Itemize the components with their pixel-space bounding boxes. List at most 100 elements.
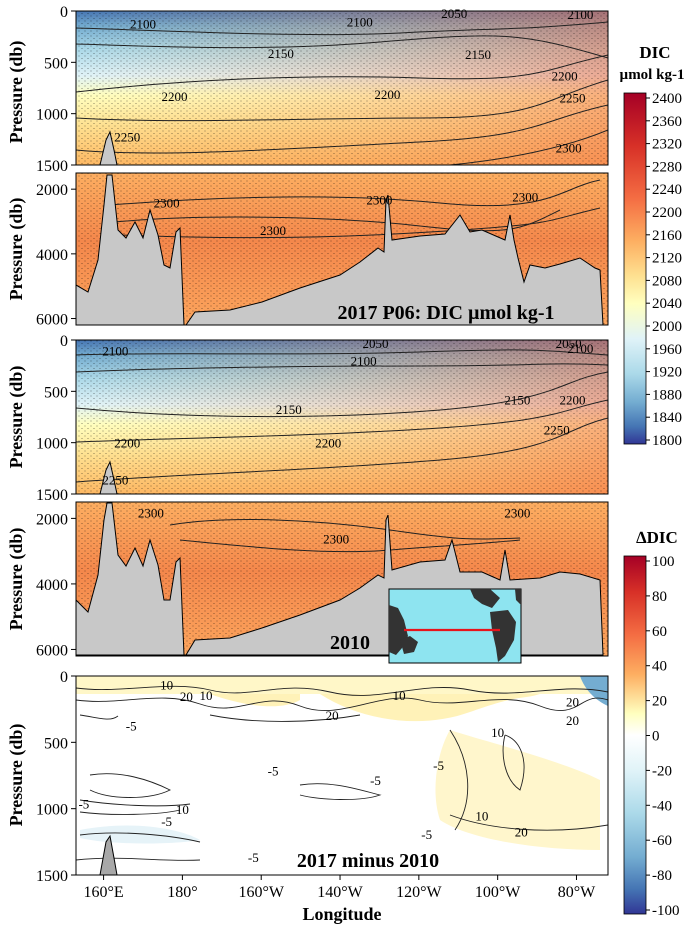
y-axis-tick-label: 500 xyxy=(44,55,68,72)
contour-label: 2150 xyxy=(465,47,491,62)
y-axis-tick-label: 4000 xyxy=(36,247,68,264)
panel-2010-upper-frame xyxy=(75,339,609,495)
contour-label: 2200 xyxy=(162,89,188,104)
y-axis-tick-label: 1500 xyxy=(36,868,68,885)
colorbar-tick-label: 0 xyxy=(652,729,660,745)
contour-label: 2150 xyxy=(276,402,302,417)
colorbar-dic xyxy=(623,92,647,445)
axes: 0 500 1000 1500 2000 4000 6000 0 500 1000 1500 2000… xyxy=(36,4,596,901)
contour-label: 2200 xyxy=(315,436,341,451)
contour-label: 2100 xyxy=(130,16,156,31)
colorbar-delta-title: ∆DIC xyxy=(636,528,678,547)
contour-label: 2050 xyxy=(441,6,467,21)
panel-2017-upper-frame xyxy=(75,10,609,166)
colorbar-tick-label: 2360 xyxy=(652,114,682,130)
contour-label: 2150 xyxy=(504,393,530,408)
contour-label: 2300 xyxy=(138,505,164,520)
colorbar-tick-label: 2120 xyxy=(652,251,682,267)
contour-label: 2250 xyxy=(114,129,140,144)
y-axis-tick-label: 1000 xyxy=(36,107,68,124)
panel-difference-title: 2017 minus 2010 xyxy=(297,850,439,872)
contour-label: -5 xyxy=(421,827,432,842)
contour-label: 20 xyxy=(515,825,528,840)
colorbar-tick-label: 2280 xyxy=(652,159,682,175)
contour-label: 2100 xyxy=(351,354,377,369)
panel-2010-upper xyxy=(76,340,608,494)
colorbar-tick-label: 60 xyxy=(652,624,667,640)
ylabel-panel-2010: Pressure (db) xyxy=(6,366,27,469)
colorbar-tick-label: -100 xyxy=(652,903,680,919)
contour-label: -5 xyxy=(78,797,89,812)
ylabel-panel-2010-lower: Pressure (db) xyxy=(6,528,27,631)
contour-label: 2200 xyxy=(114,436,140,451)
y-axis-tick-label: 500 xyxy=(44,384,68,401)
x-axis-tick-label: 140°W xyxy=(317,884,363,901)
contour-label: 2300 xyxy=(366,192,392,207)
colorbar-tick-label: 1800 xyxy=(652,433,682,449)
contour-label: 2050 xyxy=(362,336,388,351)
y-axis-tick-label: 4000 xyxy=(36,577,68,594)
contour-label: 10 xyxy=(393,688,406,703)
contour-label: 20 xyxy=(180,689,193,704)
colorbar-delta xyxy=(623,555,647,915)
contour-label: 2100 xyxy=(102,343,128,358)
x-axis-tick-label: 160°W xyxy=(238,884,284,901)
colorbar-tick-label: 80 xyxy=(652,589,667,605)
contour-label: 2050 xyxy=(556,336,582,351)
colorbar-tick-label: 1880 xyxy=(652,387,682,403)
y-axis-tick-label: 0 xyxy=(60,669,68,686)
colorbar-tick-label: 1960 xyxy=(652,342,682,358)
contour-label: 10 xyxy=(160,677,173,692)
x-axis-tick-label: 120°W xyxy=(396,884,442,901)
y-axis-tick-label: 2000 xyxy=(36,182,68,199)
contour-label: 2300 xyxy=(154,196,180,211)
colorbar-tick-label: 40 xyxy=(652,659,667,675)
contour-label: 10 xyxy=(491,725,504,740)
colorbar-tick-label: 2320 xyxy=(652,137,682,153)
contour-label: 20 xyxy=(326,708,339,723)
y-axis-tick-label: 2000 xyxy=(36,511,68,528)
colorbar-tick-label: 2160 xyxy=(652,228,682,244)
contour-label: -5 xyxy=(268,764,279,779)
ylabel-panel-difference: Pressure (db) xyxy=(6,724,27,827)
colorbar-tick-label: -20 xyxy=(652,763,672,779)
inset-map xyxy=(388,588,522,664)
panel-2010-title: 2010 xyxy=(330,632,370,654)
contour-label: 2100 xyxy=(347,14,373,29)
colorbar-tick-label: 1920 xyxy=(652,365,682,381)
contour-label: 2200 xyxy=(374,87,400,102)
colorbar-tick-label: 2200 xyxy=(652,205,682,221)
contour-label: 10 xyxy=(475,809,488,824)
panel-2010-lower-frame xyxy=(75,501,609,657)
contour-label: 10 xyxy=(176,802,189,817)
y-axis-tick-label: 1000 xyxy=(36,436,68,453)
panel-difference xyxy=(76,676,608,875)
contour-label: 2150 xyxy=(268,46,294,61)
contour-label: 20 xyxy=(566,695,579,710)
contour-label: -5 xyxy=(161,814,172,829)
contour-label: 2300 xyxy=(323,532,349,547)
panel-2017-upper xyxy=(76,11,608,165)
y-axis-tick-label: 0 xyxy=(60,4,68,21)
colorbar-tick-label: 2240 xyxy=(652,182,682,198)
x-axis-tick-label: 160°E xyxy=(83,884,123,901)
ylabel-panel-2017: Pressure (db) xyxy=(6,41,27,144)
colorbar-tick-label: 2080 xyxy=(652,273,682,289)
contour-label: 2300 xyxy=(556,141,582,156)
colorbar-tick-label: 100 xyxy=(652,554,675,570)
colorbar-tick-label: 2040 xyxy=(652,296,682,312)
contour-label: 2100 xyxy=(567,341,593,356)
contour-label: 2250 xyxy=(544,422,570,437)
panel-2017-lower-frame xyxy=(75,172,609,326)
contour-label: 2300 xyxy=(504,505,530,520)
contour-label: -5 xyxy=(370,773,381,788)
contour-label: 2300 xyxy=(512,189,538,204)
contour-label: -5 xyxy=(126,718,137,733)
contour-label: 2200 xyxy=(552,69,578,84)
xlabel: Longitude xyxy=(302,904,381,924)
contour-label: 2300 xyxy=(260,223,286,238)
panel-2017-lower xyxy=(76,173,608,325)
colorbar-delta-ticks: 100 80 60 40 20 0 -20 -40 -60 -80 -100 xyxy=(646,554,680,919)
colorbar-dic-unit: µmol kg-1 xyxy=(620,67,685,83)
